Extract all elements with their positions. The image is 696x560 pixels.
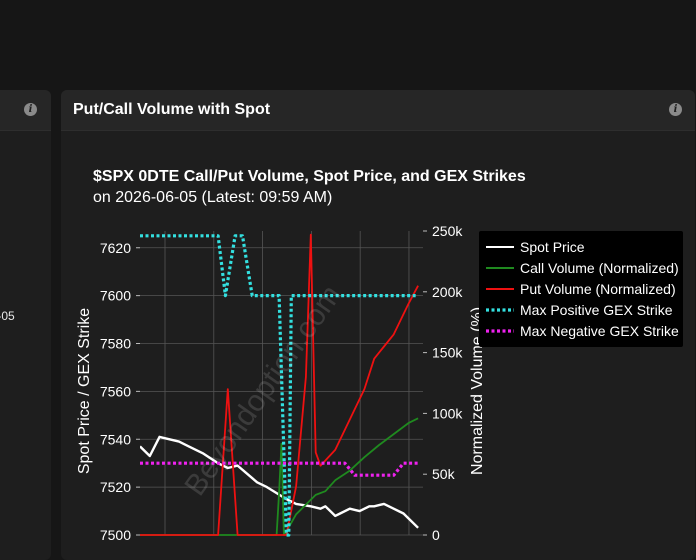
chart-title: $SPX 0DTE Call/Put Volume, Spot Price, a… xyxy=(93,168,526,185)
series-line-call xyxy=(140,417,419,536)
y2-tick-label: 100k xyxy=(432,405,463,421)
y2-tick-label: 250k xyxy=(432,223,463,239)
y2-tick-label: 150k xyxy=(432,345,463,361)
y-tick-label: 7580 xyxy=(100,336,131,352)
watermark: Beyondoption.com xyxy=(178,279,348,501)
series-line-put xyxy=(140,233,419,536)
chart-panel-header: Put/Call Volume with Spot i xyxy=(61,90,695,131)
y-tick-label: 7540 xyxy=(100,431,131,447)
left-panel: i -06-05 xyxy=(0,90,51,560)
series-line-spot xyxy=(140,435,419,529)
legend-label-max_neg_gex: Max Negative GEX Strike xyxy=(520,323,679,339)
left-panel-date: -06-05 xyxy=(0,309,15,323)
y2-tick-label: 200k xyxy=(432,284,463,300)
y2-tick-label: 50k xyxy=(432,466,456,482)
series-line-max_neg_gex xyxy=(140,461,419,477)
legend: Spot Price Call Volume (Normalized) Put Vo… xyxy=(479,231,683,347)
legend-label-put: Put Volume (Normalized) xyxy=(520,281,676,297)
legend-label-call: Call Volume (Normalized) xyxy=(520,260,679,276)
left-panel-header: i xyxy=(0,90,51,131)
y-tick-label: 7620 xyxy=(100,240,131,256)
y2-axis-label: Normalized Volume (%) xyxy=(469,307,486,475)
series-layer xyxy=(140,233,419,537)
y-tick-label: 7600 xyxy=(100,288,131,304)
legend-box xyxy=(479,231,683,347)
y-tick-label: 7560 xyxy=(100,383,131,399)
chart-subtitle: on 2026-06-05 (Latest: 09:59 AM) xyxy=(93,189,332,206)
axis-layer: 7500 7520 7540 7560 7580 7600 7620 0 50k 100k 150k… xyxy=(100,223,464,543)
y-tick-label: 7520 xyxy=(100,479,131,495)
y2-tick-label: 0 xyxy=(432,527,440,543)
series-line-max_pos_gex xyxy=(140,234,419,537)
legend-label-max_pos_gex: Max Positive GEX Strike xyxy=(520,302,673,318)
legend-label-spot: Spot Price xyxy=(520,239,585,255)
info-icon[interactable]: i xyxy=(24,103,37,116)
info-icon[interactable]: i xyxy=(669,103,682,116)
chart-canvas: 7500 7520 7540 7560 7580 7600 7620 0 50k 100k 150k… xyxy=(76,168,683,543)
y-axis-label: Spot Price / GEX Strike xyxy=(76,308,93,474)
panel-title: Put/Call Volume with Spot xyxy=(73,101,271,118)
y-tick-label: 7500 xyxy=(100,527,131,543)
